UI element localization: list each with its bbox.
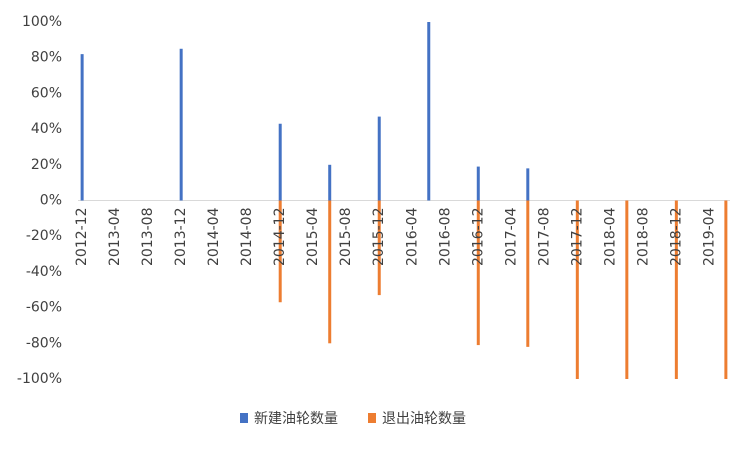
bar: [625, 200, 629, 379]
legend-swatch: [368, 413, 376, 423]
x-tick-label: 2013-08: [140, 208, 156, 267]
y-tick-label: -40%: [26, 264, 62, 280]
x-tick-label: 2016-12: [470, 207, 486, 266]
bar: [377, 116, 381, 201]
x-tick-label: 2016-04: [404, 207, 420, 266]
x-tick-label: 2017-04: [503, 207, 519, 266]
bar: [278, 200, 282, 303]
y-tick-label: 60%: [31, 85, 62, 101]
x-tick-label: 2014-04: [206, 207, 222, 266]
y-tick-label: -20%: [26, 228, 62, 244]
x-tick-label: 2014-08: [239, 208, 255, 267]
bar: [476, 200, 480, 346]
bar: [328, 164, 332, 201]
legend-label: 退出油轮数量: [382, 411, 466, 427]
bar: [328, 200, 332, 344]
bar: [526, 168, 530, 201]
x-tick-label: 2015-12: [371, 208, 387, 267]
y-tick-label: 0%: [40, 193, 62, 209]
x-tick-label: 2014-12: [272, 208, 288, 267]
x-tick-label: 2015-08: [338, 208, 354, 267]
x-tick-label: 2015-04: [305, 207, 321, 266]
x-tick-label: 2017-12: [569, 208, 585, 267]
bar: [427, 22, 431, 201]
y-tick-label: 20%: [31, 157, 62, 173]
y-tick-label: -100%: [17, 371, 62, 387]
x-tick-label: 2018-04: [602, 207, 618, 266]
bar: [377, 200, 381, 296]
y-tick-label: 80%: [31, 50, 62, 66]
bar: [575, 200, 579, 379]
y-tick-label: -80%: [26, 335, 62, 351]
x-tick-label: 2013-04: [107, 207, 123, 266]
y-tick-label: -60%: [26, 300, 62, 316]
x-tick-label: 2017-08: [536, 208, 552, 267]
y-tick-label: 40%: [31, 121, 62, 137]
x-tick-label: 2019-04: [701, 207, 717, 266]
x-tick-label: 2016-08: [437, 208, 453, 267]
x-tick-label: 2012-12: [74, 208, 90, 267]
x-tick-label: 2013-12: [173, 208, 189, 267]
legend-label: 新建油轮数量: [254, 411, 338, 427]
bar: [724, 200, 728, 379]
bar: [80, 54, 84, 201]
x-tick-label: 2018-12: [668, 208, 684, 267]
legend-swatch: [240, 413, 248, 423]
bar: [278, 123, 282, 201]
bar: [674, 200, 678, 379]
bar: [476, 166, 480, 201]
x-tick-label: 2018-08: [635, 208, 651, 267]
bar: [179, 48, 183, 201]
bar: [526, 200, 530, 347]
y-tick-label: 100%: [22, 14, 62, 30]
